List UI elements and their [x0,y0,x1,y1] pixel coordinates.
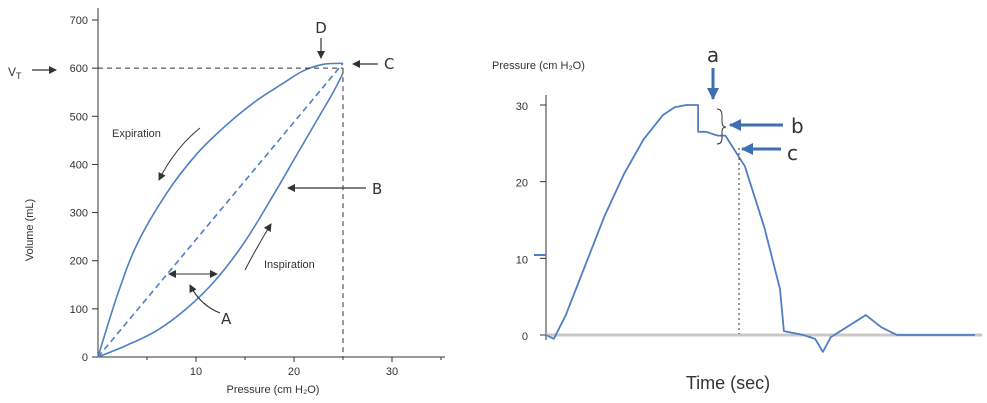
pv-y-tick-label: 600 [70,63,88,75]
pv-y-tick-label: 100 [70,304,88,316]
width-marker-A-right-head [210,270,218,278]
pv-x-axis-title: Pressure (cm H₂O) [227,384,320,396]
label-b: b [791,114,804,138]
pv-y-axis-title: Volume (mL) [24,199,36,261]
pv-x-tick-label: 30 [386,366,398,378]
pv-y-ticks: 0 100 200 300 400 500 600 700 [70,15,98,364]
label-A: A [221,310,232,328]
expiration-arrow [158,127,201,181]
pressure-time-chart: 0 10 20 30 Pressure (cm H₂O) Time (sec) a b… [492,43,982,393]
pv-x-ticks: 10 20 30 [146,357,442,378]
pv-y-tick-label: 200 [70,256,88,268]
label-B: B [372,180,382,198]
pt-y-tick-label: 0 [522,331,528,343]
pv-loop-chart: 0 100 200 300 400 500 600 700 10 20 30 Volume (mL… [8,8,445,396]
pv-y-tick-label: 700 [70,15,88,27]
pv-compliance-line [97,62,344,358]
pv-y-tick-label: 500 [70,111,88,123]
bracket-b [716,108,727,145]
pv-inspiration-limb [97,72,344,358]
label-c: c [787,141,798,165]
vt-label: VT [8,65,22,81]
pt-series-group [545,104,975,353]
expiration-label: Expiration [112,128,161,140]
label-D: D [315,19,327,37]
pv-reference-lines [98,67,344,357]
pv-x-tick-label: 20 [288,366,300,378]
pv-y-tick-label: 400 [70,159,88,171]
inspiration-arrow [244,223,272,271]
width-marker-A-left-head [168,270,176,278]
label-a: a [707,43,719,67]
pt-airway-pressure-line [545,104,975,353]
label-C: C [384,55,394,73]
arrow-A [189,284,221,314]
pv-y-tick-label: 0 [82,352,88,364]
inspiration-label: Inspiration [264,259,315,271]
pt-y-tick-label: 30 [516,101,528,113]
pt-x-axis-title: Time (sec) [686,373,770,393]
pt-y-axis-title: Pressure (cm H₂O) [492,60,585,72]
pv-y-tick-label: 300 [70,208,88,220]
pt-y-ticks: 0 10 20 30 [516,101,546,343]
pv-x-tick-label: 10 [190,366,202,378]
pt-y-tick-label: 10 [516,254,528,266]
pt-y-tick-label: 20 [516,178,528,190]
